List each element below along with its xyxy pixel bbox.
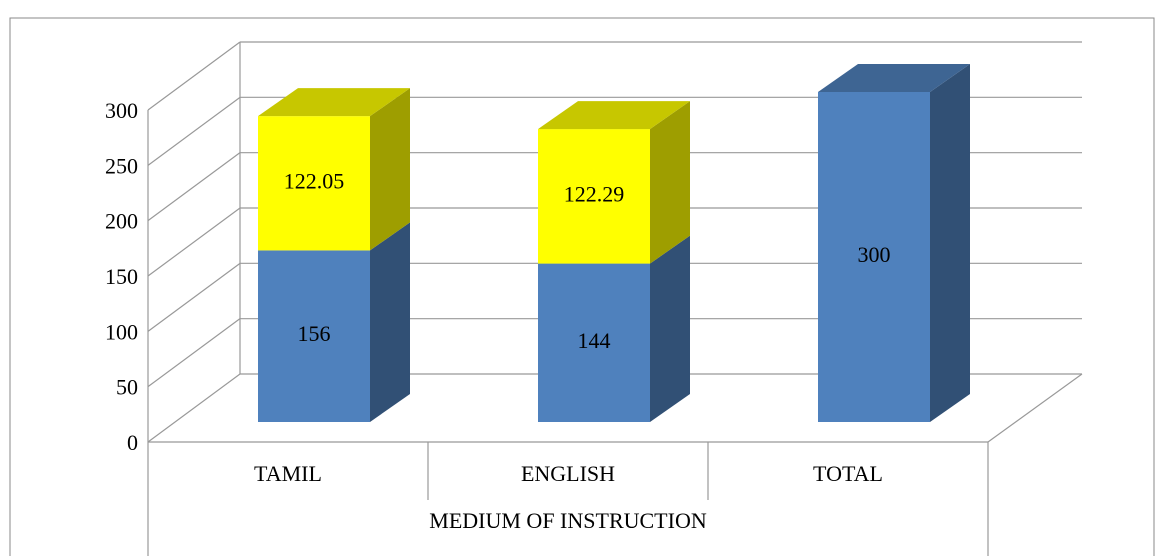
grid-line-side (147, 207, 241, 277)
y-tick-label: 300 (105, 98, 138, 123)
bar (258, 116, 370, 251)
x-axis-label: MEDIUM OF INSTRUCTION (429, 508, 707, 533)
data-label: 156 (298, 321, 331, 346)
bar (258, 250, 370, 422)
grid-line-side (147, 152, 241, 222)
bar-side (650, 235, 690, 422)
bar (538, 263, 650, 422)
y-tick-label: 150 (105, 264, 138, 289)
grid-line-side (147, 96, 241, 166)
bar-side (930, 63, 970, 422)
grid-line-side (147, 262, 241, 332)
y-tick-label: 0 (127, 430, 138, 455)
floor-right (987, 373, 1083, 443)
bar-top (538, 101, 690, 130)
grid-line-side (147, 373, 241, 443)
x-tick-label: TAMIL (254, 461, 322, 486)
y-tick-label: 50 (116, 375, 138, 400)
x-tick-label: ENGLISH (521, 461, 615, 486)
y-tick-label: 100 (105, 319, 138, 344)
bar-top (258, 88, 410, 117)
bar (818, 91, 930, 422)
y-tick-label: 250 (105, 153, 138, 178)
grid-line-side (147, 318, 241, 388)
bar-side (370, 88, 410, 251)
bar-side (370, 222, 410, 422)
data-label: 122.05 (284, 168, 345, 193)
data-label: 300 (858, 242, 891, 267)
grid-line-side (147, 41, 241, 111)
bar-top (818, 63, 970, 92)
data-label: 122.29 (564, 181, 625, 206)
data-label: 144 (578, 328, 611, 353)
bar-side (650, 101, 690, 264)
x-tick-label: TOTAL (813, 461, 883, 486)
y-tick-label: 200 (105, 209, 138, 234)
bar (538, 129, 650, 264)
